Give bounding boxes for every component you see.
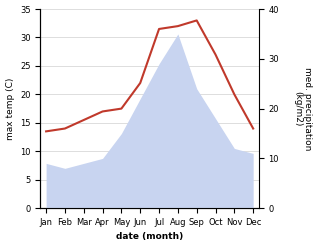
Y-axis label: med. precipitation
(kg/m2): med. precipitation (kg/m2) bbox=[293, 67, 313, 150]
Y-axis label: max temp (C): max temp (C) bbox=[5, 77, 15, 140]
X-axis label: date (month): date (month) bbox=[116, 232, 183, 242]
